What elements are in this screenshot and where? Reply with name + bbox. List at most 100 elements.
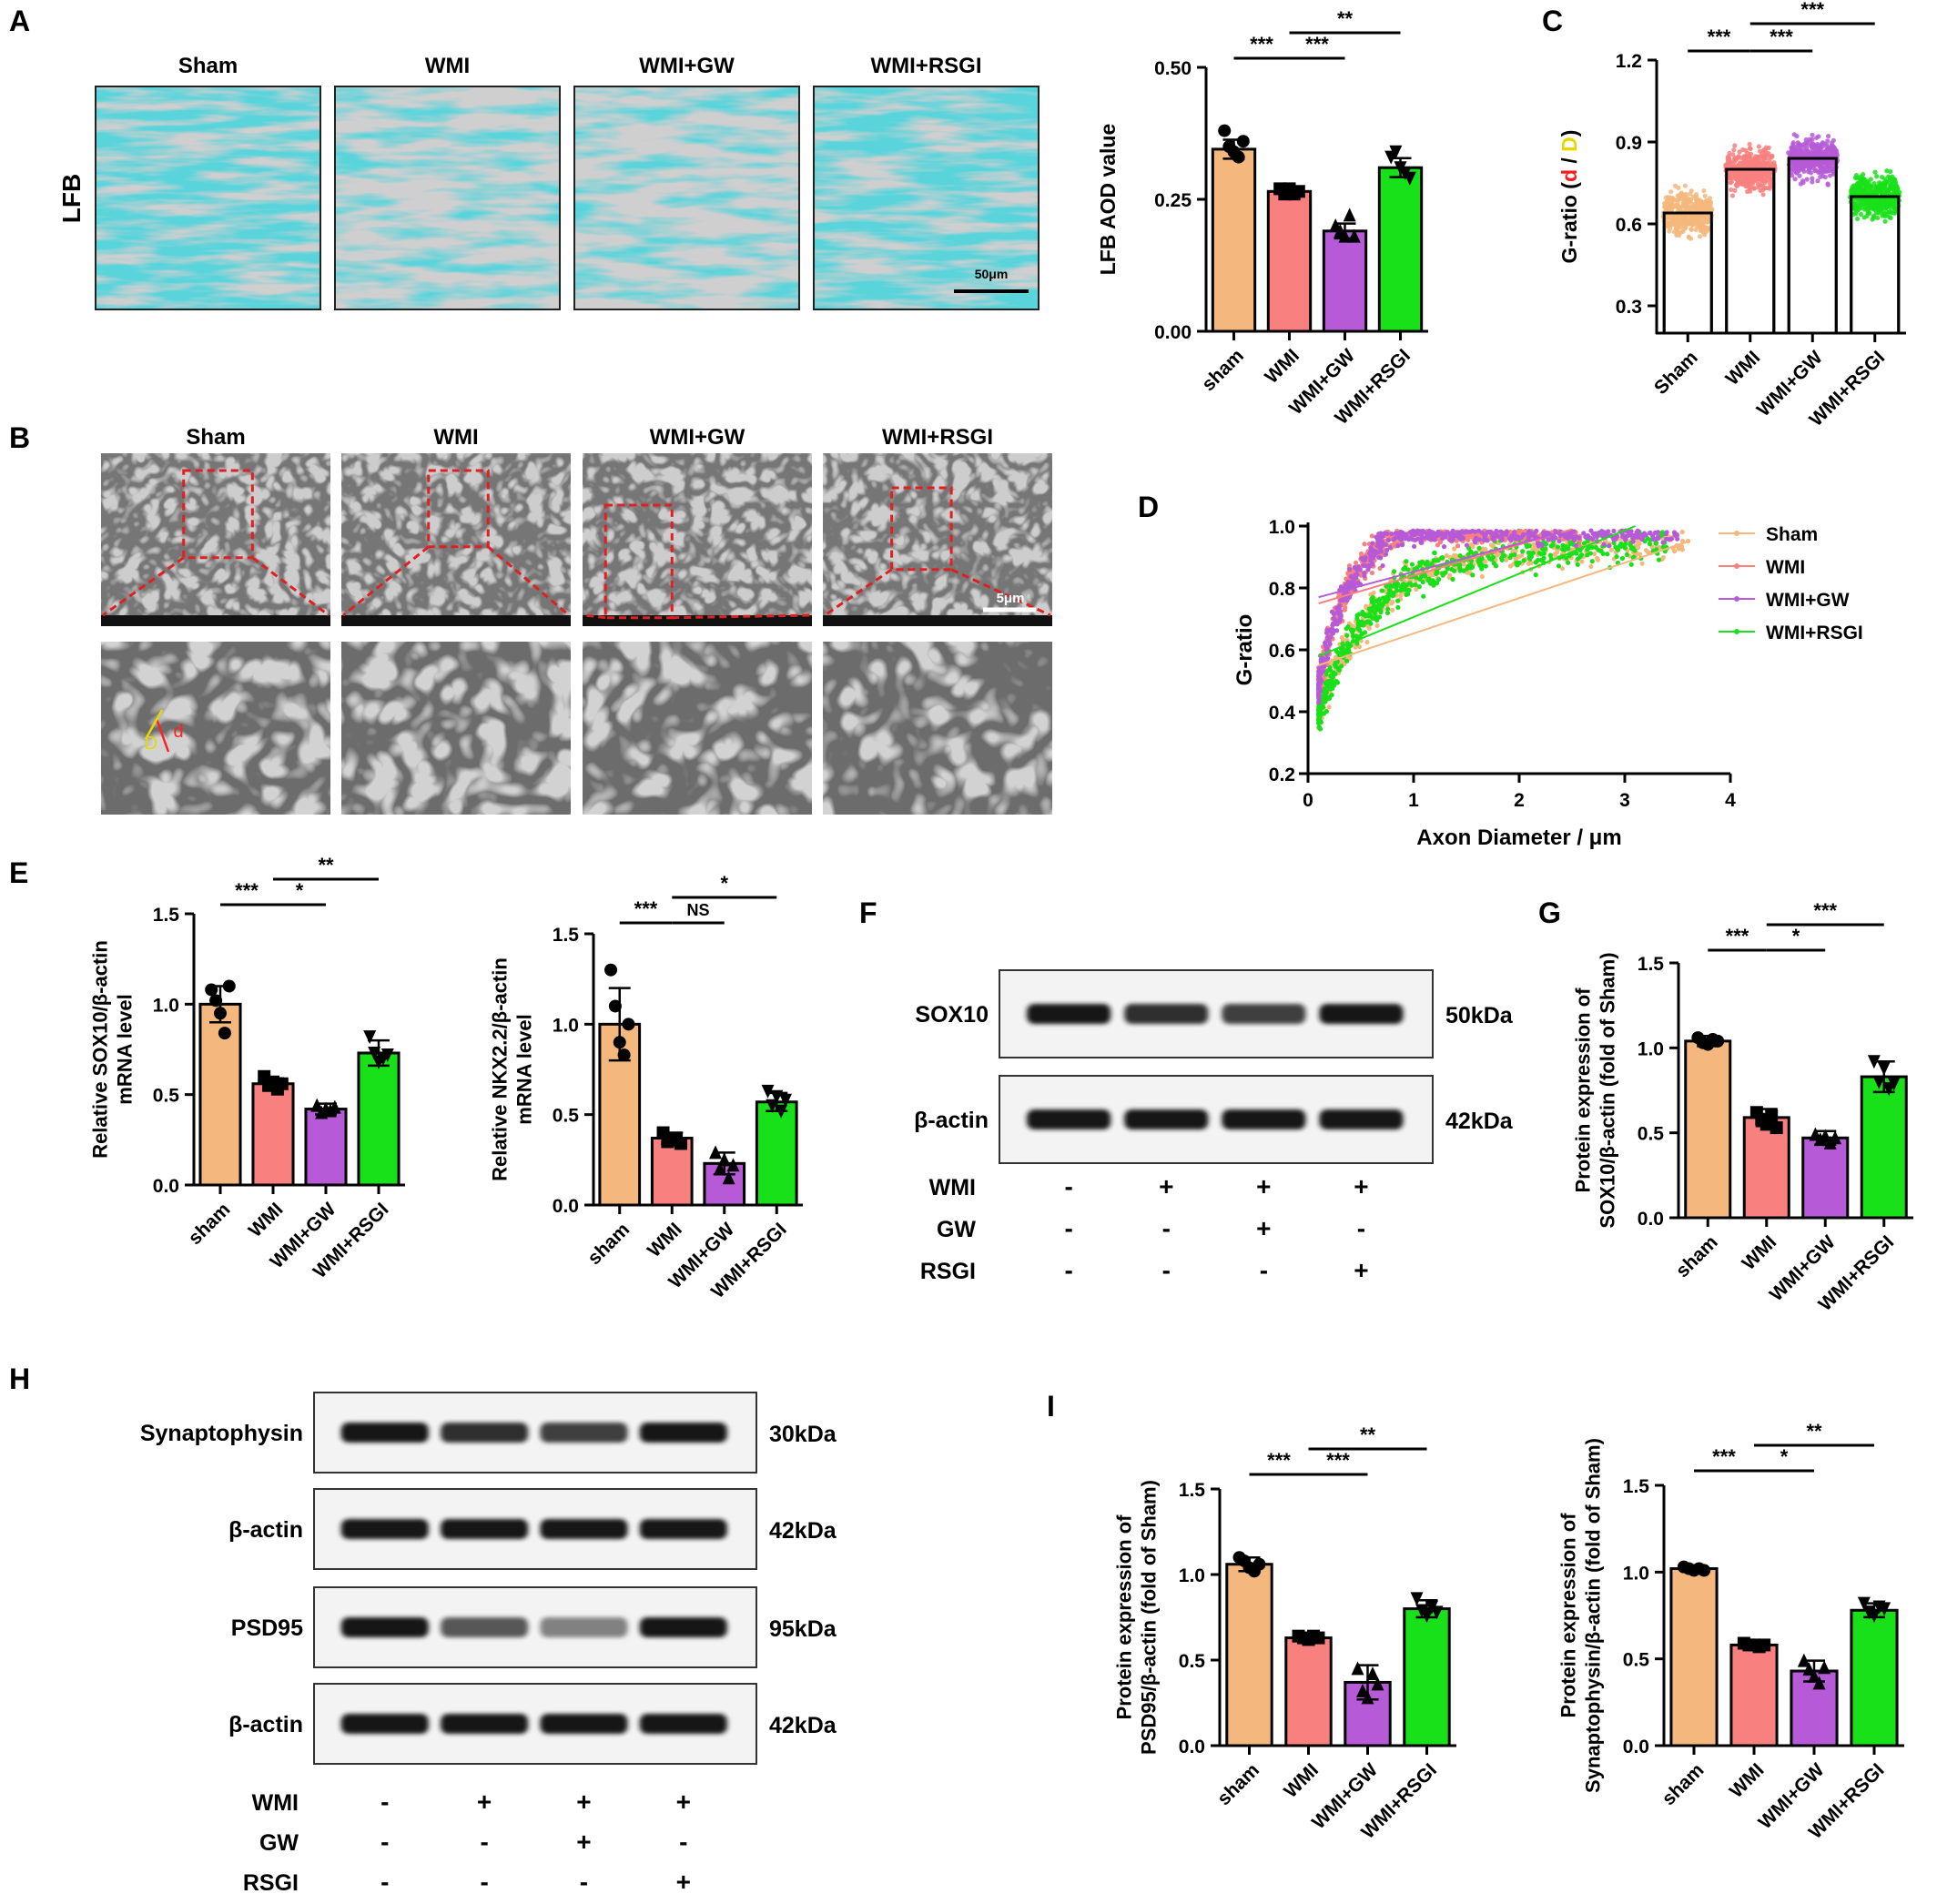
y-axis-label: Protein expression of (1557, 1513, 1580, 1718)
data-point (1450, 576, 1455, 582)
data-point (1684, 195, 1689, 200)
condition-mark: + (1159, 1172, 1173, 1200)
data-point (1391, 537, 1396, 542)
condition-label: GW (259, 1830, 299, 1856)
data-point (1737, 173, 1742, 178)
tem-zoom-texture (583, 642, 812, 815)
data-point (1412, 543, 1417, 549)
data-point (1380, 588, 1385, 593)
blot-row-PSD95 (313, 1586, 757, 1668)
bar-outline-Sham (1662, 211, 1713, 335)
data-point (1435, 532, 1442, 538)
tem-zoom-box (427, 469, 490, 549)
data-point (1606, 529, 1611, 534)
data-point (1874, 174, 1880, 179)
data-point (1455, 543, 1461, 549)
tem-zoom-texture (341, 642, 571, 815)
data-point (1739, 181, 1744, 187)
data-point (1343, 208, 1356, 222)
data-point (1427, 581, 1434, 586)
data-point (1648, 530, 1653, 535)
y-axis-label: Relative SOX10/β-actin (89, 940, 112, 1159)
data-point (1338, 228, 1352, 243)
data-point (1550, 542, 1556, 548)
data-point (1409, 582, 1415, 588)
data-point (1326, 639, 1332, 644)
lfb-frame (573, 86, 800, 310)
data-point (1316, 666, 1322, 672)
data-point (1697, 217, 1702, 222)
bar-chart-gratio_bar: 0.30.60.91.2G-ratio (d / D)Sham WMIWMI+GW… (1557, 0, 1906, 430)
data-point (1682, 183, 1689, 188)
data-point (1824, 152, 1830, 157)
data-point (1435, 570, 1440, 575)
bar-WMI+GW (304, 1108, 348, 1187)
data-point (1863, 182, 1869, 188)
data-point (1440, 535, 1445, 542)
y-axis-label: mRNA level (513, 1014, 536, 1124)
data-point (1378, 610, 1384, 615)
data-point (1421, 593, 1426, 599)
data-point (1535, 557, 1541, 562)
data-point (1353, 572, 1358, 578)
data-point (1435, 542, 1441, 548)
condition-mark: - (380, 1828, 389, 1856)
data-point (1389, 145, 1403, 159)
data-point (1693, 227, 1699, 233)
data-point (1530, 551, 1536, 556)
blot-band (1319, 1004, 1404, 1024)
tem-image-WMI+RSGI (823, 453, 1052, 815)
data-point (1323, 709, 1330, 714)
data-point (1678, 193, 1684, 198)
data-point (1410, 1592, 1424, 1606)
bar-WMI+RSGI (1850, 1608, 1899, 1747)
data-point (1825, 134, 1831, 139)
data-point (1386, 591, 1392, 596)
data-point (1391, 542, 1397, 547)
data-point (1443, 532, 1448, 538)
blot-band (540, 1519, 628, 1539)
y-tick-label: 0.5 (1179, 1651, 1206, 1672)
data-point (1883, 179, 1889, 185)
data-point (1875, 215, 1881, 220)
data-point (1365, 567, 1371, 572)
data-point (1628, 562, 1634, 567)
data-point (1770, 153, 1775, 159)
blot-row-label: β-actin (914, 1108, 989, 1133)
condition-mark: - (580, 1868, 588, 1896)
data-point (1502, 552, 1507, 559)
data-point (1418, 540, 1424, 545)
data-point (1387, 544, 1393, 551)
data-point (1355, 564, 1361, 570)
data-point (1334, 610, 1340, 615)
data-point (1321, 663, 1326, 669)
condition-mark: + (576, 1828, 591, 1856)
bar-sham (1684, 1039, 1732, 1220)
tem-zoom-connector (102, 556, 185, 617)
bar-WMI (1266, 189, 1313, 333)
x-tick-label: WMI (1722, 347, 1765, 390)
data-point (1432, 550, 1437, 556)
tem-column-title: WMI+GW (650, 425, 745, 450)
data-point (218, 1027, 231, 1040)
condition-mark: - (1357, 1214, 1365, 1242)
tem-column-title: Sham (186, 425, 245, 450)
data-point (1684, 205, 1690, 210)
data-point (1232, 150, 1245, 164)
x-tick-label: sham (1658, 1759, 1708, 1809)
significance-label: *** (1770, 25, 1793, 48)
data-point (1353, 560, 1359, 565)
data-point (1692, 201, 1698, 207)
bar-outline-WMI+RSGI (1850, 195, 1901, 335)
tem-image-WMI+GW (583, 453, 812, 815)
data-point (1575, 562, 1580, 567)
bar-outline-WMI+GW (1787, 157, 1838, 335)
lfb-column-title: WMI+RSGI (870, 54, 981, 78)
data-point (1351, 627, 1356, 633)
significance-label: *** (1708, 25, 1731, 48)
data-point (1332, 680, 1337, 685)
data-point (1376, 542, 1382, 547)
data-point (1737, 177, 1743, 183)
data-point (1728, 176, 1733, 181)
data-point (1643, 548, 1649, 553)
